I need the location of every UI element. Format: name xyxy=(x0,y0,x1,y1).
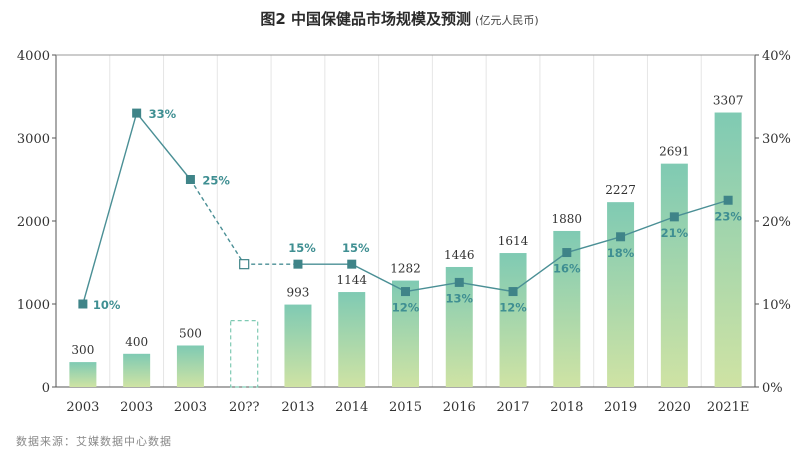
chart-title-text: 图2 中国保健品市场规模及预测 xyxy=(260,10,472,28)
bar xyxy=(392,280,419,387)
line-value-label: 12% xyxy=(392,301,420,315)
line-segment xyxy=(674,199,729,218)
bar-value-label: 400 xyxy=(125,335,148,349)
line-value-label: 21% xyxy=(661,226,689,240)
labels: 300 400 500 993 1144 1282 1446 1614 1880 2227 2691… xyxy=(71,94,743,358)
line-marker xyxy=(723,195,733,205)
bar xyxy=(660,163,688,387)
y-tick-label: 3000 xyxy=(17,132,50,147)
x-tick-label: 2013 xyxy=(281,400,314,415)
x-tick-label: 2015 xyxy=(389,400,422,415)
x-tick-label: 2020 xyxy=(658,400,691,415)
line-segment xyxy=(620,216,675,238)
axes: 0 1000 2000 3000 4000 0% 10% 20% 30% 40% 2003 2003 2… xyxy=(17,49,791,415)
bar xyxy=(338,292,366,387)
line-marker xyxy=(78,299,88,309)
growth-line xyxy=(78,108,733,309)
line-segment xyxy=(512,251,568,293)
y2-tick-label: 10% xyxy=(762,298,791,313)
y2-tick-label: 20% xyxy=(762,215,791,230)
x-tick-label: 2016 xyxy=(443,400,476,415)
y-tick-label: 0 xyxy=(42,381,50,396)
bar-value-label: 500 xyxy=(179,327,202,341)
bar-value-label: 1446 xyxy=(444,248,475,262)
line-segment xyxy=(82,112,138,305)
bar-value-label: 1282 xyxy=(390,262,421,276)
line-segment xyxy=(405,281,460,293)
line-value-label: 16% xyxy=(553,262,581,276)
x-tick-label: 2014 xyxy=(335,400,368,415)
bar-value-label: 1880 xyxy=(552,212,583,226)
y-tick-label: 4000 xyxy=(17,49,50,64)
bar xyxy=(714,112,742,388)
bar xyxy=(69,362,97,387)
line-marker xyxy=(401,287,410,297)
line-value-label: 15% xyxy=(342,241,370,255)
bar xyxy=(445,266,473,387)
bar xyxy=(176,345,204,387)
x-tick-label: 2003 xyxy=(66,400,99,415)
x-tick-label: 2021E xyxy=(707,400,750,415)
line-marker xyxy=(293,259,303,269)
bar-value-label: 2691 xyxy=(659,145,690,159)
source-note: 数据来源：艾媒数据中心数据 xyxy=(16,435,172,448)
line-segment xyxy=(136,112,191,180)
y-tick-label: 1000 xyxy=(17,298,50,313)
bar xyxy=(284,304,312,387)
line-segment xyxy=(189,179,245,265)
line-marker xyxy=(562,248,572,258)
line-value-label: 25% xyxy=(202,174,230,188)
y2-tick-label: 0% xyxy=(762,381,783,396)
line-marker xyxy=(669,212,679,222)
line-marker xyxy=(347,259,357,269)
y-tick-label: 2000 xyxy=(17,215,50,230)
line-value-label: 23% xyxy=(714,209,742,223)
chart-title: 图2 中国保健品市场规模及预测 (亿元人民币) xyxy=(0,8,799,29)
x-tick-label: 2003 xyxy=(120,400,153,415)
line-value-label: 33% xyxy=(149,107,177,121)
x-tick-label: 2003 xyxy=(174,400,207,415)
line-segment xyxy=(351,263,406,293)
x-tick-label: 2017 xyxy=(496,400,529,415)
x-tick-label: 2019 xyxy=(604,400,637,415)
bar-value-label: 1614 xyxy=(498,234,529,248)
bar-placeholder xyxy=(230,320,259,388)
line-marker xyxy=(132,108,142,118)
y2-tick-label: 40% xyxy=(762,49,791,64)
line-segment xyxy=(566,236,621,254)
line-value-label: 12% xyxy=(499,301,527,315)
line-value-label: 15% xyxy=(288,241,316,255)
line-value-label: 18% xyxy=(607,246,635,260)
line-marker xyxy=(616,232,626,242)
bar xyxy=(123,353,151,387)
bar-value-label: 300 xyxy=(71,343,94,357)
bar-value-label: 993 xyxy=(287,286,310,300)
line-marker xyxy=(454,277,464,287)
line-marker xyxy=(185,175,195,184)
bar xyxy=(607,202,635,387)
line-segment xyxy=(459,281,514,293)
x-tick-label: 20?? xyxy=(229,400,260,415)
line-value-label: 10% xyxy=(93,298,121,312)
grid xyxy=(109,55,702,387)
line-value-label: 13% xyxy=(446,291,474,305)
line-marker-hollow xyxy=(239,259,250,270)
chart-unit: (亿元人民币) xyxy=(475,14,539,27)
line-marker xyxy=(508,287,518,297)
y2-tick-label: 30% xyxy=(762,132,791,147)
bar-value-label: 1144 xyxy=(336,273,367,287)
bar-value-label: 3307 xyxy=(713,94,744,108)
bar-value-label: 2227 xyxy=(605,183,636,197)
x-tick-label: 2018 xyxy=(550,400,583,415)
bar xyxy=(499,253,527,387)
